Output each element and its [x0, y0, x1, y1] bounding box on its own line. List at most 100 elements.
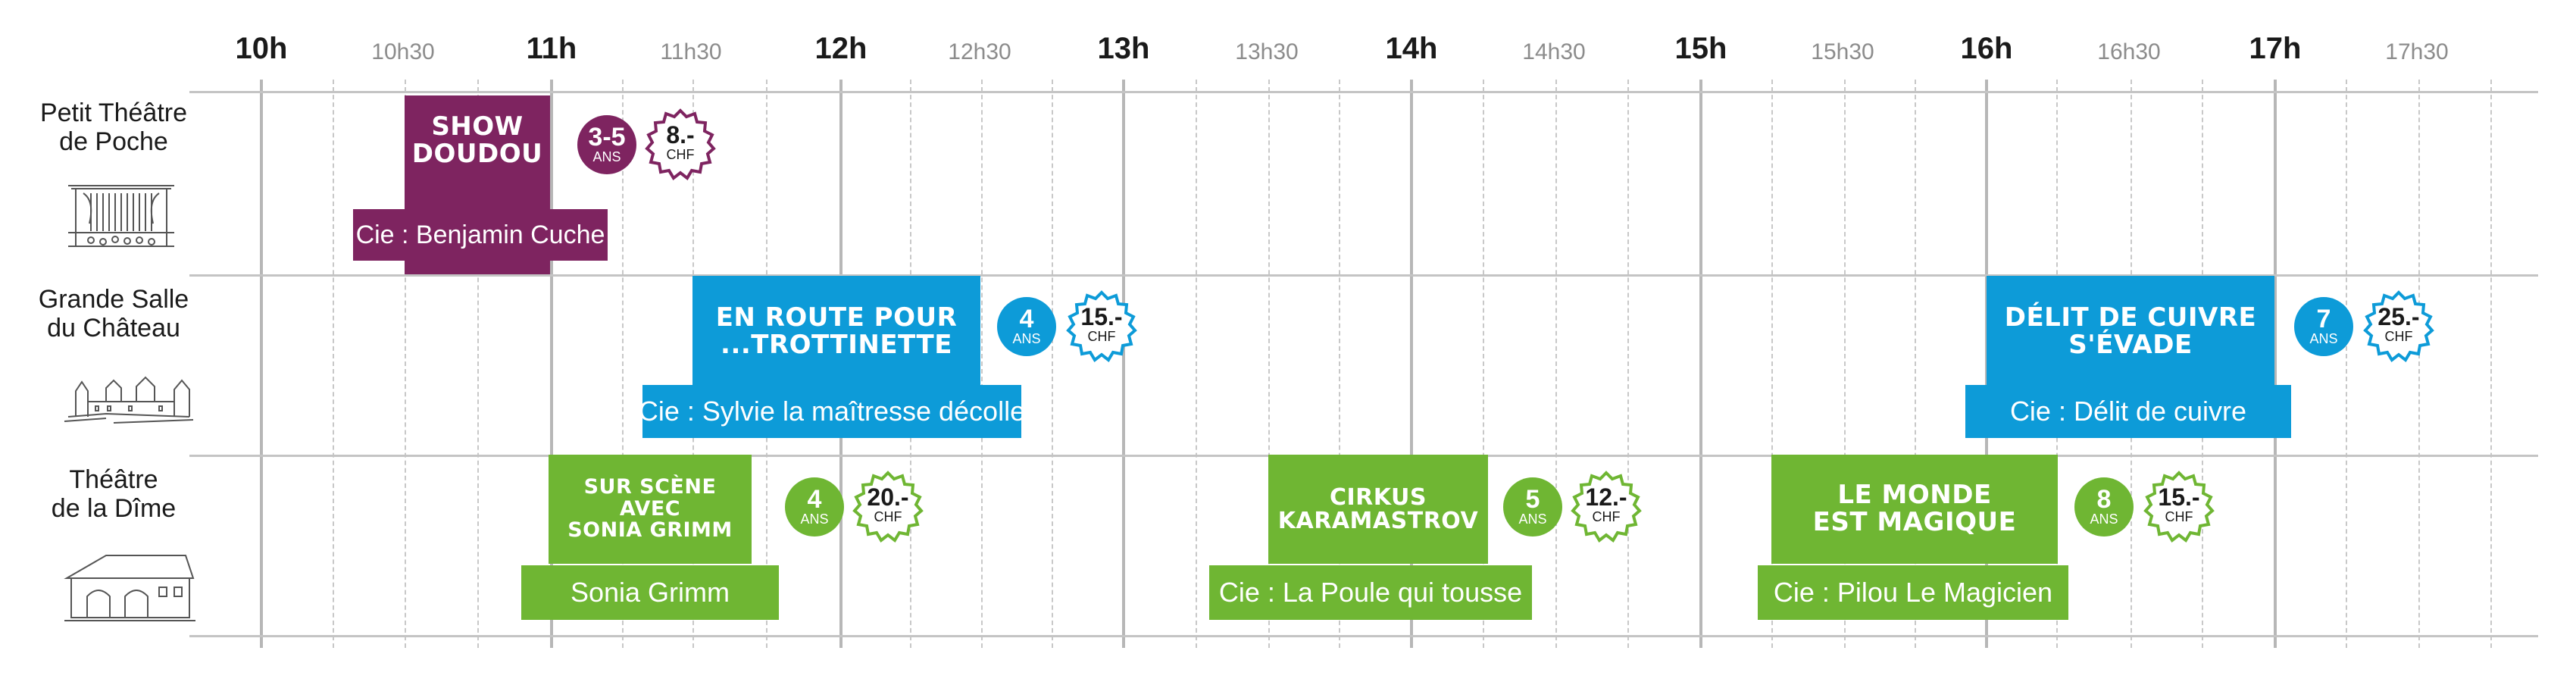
quarter-gridline [1483, 80, 1484, 648]
show-title: DÉLIT DE CUIVRE S'ÉVADE [2004, 302, 2257, 360]
age-value: 5 [1525, 485, 1540, 514]
show-title-box: DÉLIT DE CUIVRE S'ÉVADE [1987, 276, 2274, 388]
half-hour-gridline [1844, 80, 1846, 648]
hour-gridline [1410, 80, 1413, 648]
company-banner: Cie : Sylvie la maîtresse décolle [639, 385, 1025, 438]
venue-name: Petit Théâtre de Poche [39, 99, 188, 156]
price-seal-icon [2363, 290, 2434, 362]
price-currency: CHF [2165, 509, 2193, 524]
quarter-gridline [2490, 80, 2492, 648]
half-hour-gridline [2418, 80, 2420, 648]
quarter-gridline [477, 80, 479, 648]
hour-label: 17h [2249, 32, 2302, 65]
price-label: 8.- CHF [642, 123, 718, 162]
barn-building-icon [64, 555, 195, 621]
price-seal-icon [2143, 471, 2215, 543]
quarter-gridline [1052, 80, 1053, 648]
half-hour-label: 16h30 [2097, 39, 2161, 64]
price-currency: CHF [666, 147, 695, 162]
price-currency: CHF [1592, 509, 1621, 524]
show-title-box: EN ROUTE POUR ...TROTTINETTE [692, 276, 980, 388]
hour-label: 12h [814, 32, 868, 65]
row-divider [189, 274, 2538, 277]
hour-gridline [1699, 80, 1702, 648]
theatre-stage-icon [68, 185, 174, 247]
age-unit: ANS [1012, 331, 1041, 346]
company-banner: Sonia Grimm [521, 565, 779, 620]
venue-name: Grande Salle du Château [38, 285, 189, 343]
show-title-box: LE MONDE EST MAGIQUE [1771, 455, 2058, 564]
age-badge: 8 ANS [2074, 477, 2134, 537]
half-hour-gridline [1268, 80, 1270, 648]
price-currency: CHF [874, 509, 902, 524]
price-badge: 12.- CHF [1568, 470, 1644, 546]
price-label: 12.- CHF [1568, 485, 1644, 524]
price-value: 20.- [867, 483, 909, 511]
castle-icon [64, 376, 194, 424]
show-title: SHOW DOUDOU [411, 111, 543, 169]
price-value: 15.- [1080, 303, 1123, 330]
venue-name: Théâtre de la Dîme [51, 465, 177, 523]
quarter-gridline [1196, 80, 1197, 648]
hour-label: 10h [235, 32, 288, 65]
age-unit: ANS [1518, 512, 1547, 527]
company-banner: Cie : La Poule qui tousse [1209, 565, 1532, 620]
age-value: 4 [807, 485, 822, 514]
half-hour-gridline [405, 80, 406, 648]
hour-gridline [260, 80, 263, 648]
quarter-gridline [1339, 80, 1340, 648]
price-currency: CHF [2384, 329, 2413, 344]
company-banner: Cie : Benjamin Cuche [353, 209, 608, 261]
age-badge: 5 ANS [1503, 477, 1562, 537]
age-unit: ANS [592, 149, 621, 164]
price-value: 25.- [2377, 303, 2420, 330]
hour-gridline [2274, 80, 2277, 648]
show-title: LE MONDE EST MAGIQUE [1812, 480, 2017, 537]
row-divider [189, 91, 2538, 93]
quarter-gridline [2346, 80, 2347, 648]
price-value: 8.- [666, 121, 695, 149]
price-label: 15.- CHF [1064, 305, 1140, 344]
hour-label: 13h [1097, 32, 1150, 65]
price-label: 15.- CHF [2141, 485, 2217, 524]
half-hour-gridline [981, 80, 983, 648]
half-hour-label: 17h30 [2385, 39, 2449, 64]
age-value: 7 [2316, 305, 2331, 333]
price-badge: 25.- CHF [2361, 289, 2437, 365]
half-hour-label: 12h30 [948, 39, 1011, 64]
age-value: 8 [2096, 485, 2112, 514]
price-value: 12.- [1585, 483, 1627, 511]
price-value: 15.- [2158, 483, 2200, 511]
price-seal-icon [1571, 471, 1642, 543]
age-badge: 7 ANS [2294, 297, 2353, 356]
show-title: EN ROUTE POUR ...TROTTINETTE [715, 302, 958, 360]
price-badge: 15.- CHF [2141, 470, 2217, 546]
age-unit: ANS [2309, 331, 2338, 346]
half-hour-label: 13h30 [1235, 39, 1299, 64]
age-badge: 4 ANS [785, 477, 844, 537]
quarter-gridline [1771, 80, 1773, 648]
show-title: SUR SCÈNE AVEC SONIA GRIMM [567, 475, 733, 543]
age-badge: 4 ANS [997, 297, 1056, 356]
quarter-gridline [333, 80, 334, 648]
age-unit: ANS [2090, 512, 2118, 527]
price-currency: CHF [1087, 329, 1116, 344]
hour-label: 11h [526, 32, 577, 65]
price-seal-icon [1066, 290, 1137, 362]
price-seal-icon [852, 471, 924, 543]
show-title-box: SUR SCÈNE AVEC SONIA GRIMM [549, 455, 752, 564]
half-hour-label: 11h30 [660, 39, 722, 64]
hour-gridline [1122, 80, 1125, 648]
hour-label: 16h [1960, 32, 2013, 65]
quarter-gridline [1915, 80, 1916, 648]
half-hour-label: 10h30 [371, 39, 435, 64]
price-badge: 20.- CHF [850, 470, 926, 546]
hour-label: 15h [1674, 32, 1727, 65]
price-label: 25.- CHF [2361, 305, 2437, 344]
row-divider [189, 635, 2538, 637]
half-hour-label: 14h30 [1522, 39, 1586, 64]
age-value: 3-5 [588, 123, 626, 152]
age-badge: 3-5 ANS [577, 115, 636, 174]
half-hour-gridline [1555, 80, 1557, 648]
